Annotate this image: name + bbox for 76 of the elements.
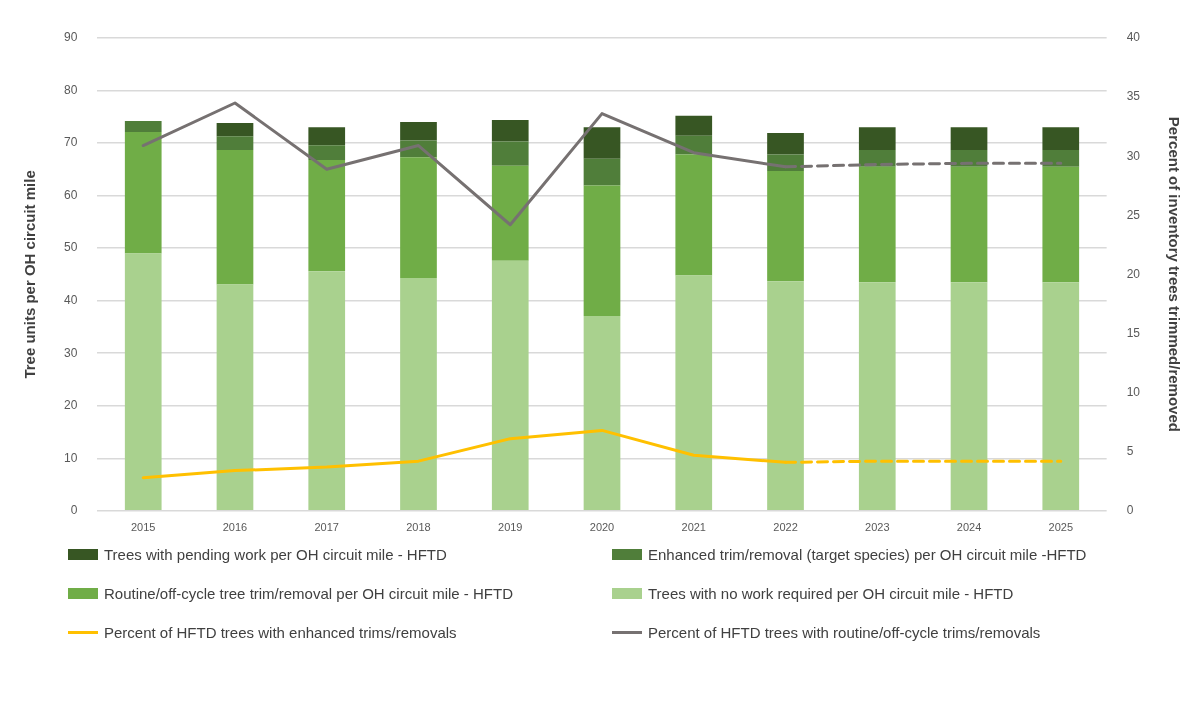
y2-tick-label: 25 (1126, 207, 1141, 222)
x-tick-label: 2022 (773, 521, 798, 534)
bar (675, 154, 713, 276)
bar (583, 185, 621, 316)
bar (400, 157, 437, 279)
y-axis-title: Tree units per OH circuit mile (21, 170, 39, 379)
bar (1042, 149, 1080, 167)
y2-tick-label: 30 (1126, 148, 1141, 163)
bar (216, 123, 254, 137)
legend-label: Routine/off-cycle tree trim/removal per OH circuit mile - HFTD (104, 585, 513, 602)
y-tick-label: 10 (63, 450, 78, 465)
bar (216, 149, 254, 285)
bar (858, 166, 896, 283)
bar (400, 122, 437, 141)
y-tick-label: 40 (63, 292, 78, 307)
x-tick-label: 2019 (498, 521, 523, 534)
legend-label: Percent of HFTD trees with enhanced trims/removals (104, 624, 457, 641)
x-tick-label: 2023 (865, 521, 890, 534)
bar (124, 132, 162, 254)
bar (308, 127, 346, 146)
bar (858, 127, 896, 150)
y2-tick-label: 40 (1126, 30, 1141, 45)
bar (491, 260, 529, 511)
bar (767, 281, 804, 511)
bar (124, 121, 162, 133)
y-tick-label: 0 (70, 503, 78, 518)
x-tick-label: 2016 (222, 521, 248, 534)
x-tick-label: 2021 (681, 521, 706, 534)
bar (583, 158, 621, 186)
y2-tick-label: 15 (1126, 325, 1141, 340)
bar (124, 253, 162, 511)
bar (308, 271, 346, 511)
y-tick-label: 20 (63, 398, 78, 413)
bar (1042, 127, 1080, 150)
bar (767, 133, 804, 155)
y2-tick-label: 5 (1126, 444, 1134, 459)
bar (675, 275, 713, 511)
y2-tick-label: 20 (1126, 266, 1141, 281)
bar (216, 136, 254, 150)
x-tick-label: 2024 (956, 521, 982, 534)
y2-tick-label: 10 (1126, 384, 1141, 399)
legend-label: Trees with no work required per OH circuit mile - HFTD (648, 585, 1014, 602)
legend-label: Percent of HFTD trees with routine/off-cycle trims/removals (648, 624, 1041, 641)
y2-tick-label: 0 (1126, 503, 1134, 518)
y-tick-label: 80 (63, 82, 78, 97)
bar (583, 127, 621, 159)
bar (950, 282, 988, 511)
y2-tick-label: 35 (1126, 89, 1141, 104)
x-tick-label: 2025 (1048, 521, 1074, 534)
bar (950, 166, 988, 283)
y-tick-label: 50 (63, 240, 78, 255)
y-tick-label: 70 (63, 135, 78, 150)
bar (308, 159, 346, 272)
x-tick-label: 2015 (130, 521, 156, 534)
bar (858, 282, 896, 511)
bar (491, 119, 529, 142)
bar (767, 170, 804, 282)
legend-label: Enhanced trim/removal (target species) per OH circuit mile -HFTD (648, 546, 1087, 563)
bar (491, 141, 529, 166)
y-tick-label: 30 (63, 345, 78, 360)
bar (216, 284, 254, 511)
bar (583, 315, 621, 511)
x-tick-label: 2017 (314, 521, 339, 534)
y-tick-label: 90 (63, 30, 78, 45)
bar (308, 145, 346, 160)
y2-axis-title: Percent of inventory trees trimmed/removed (1165, 116, 1183, 432)
x-tick-label: 2018 (406, 521, 431, 534)
y-tick-label: 60 (63, 187, 78, 202)
bar (491, 165, 529, 261)
bar (675, 115, 713, 136)
x-tick-label: 2020 (589, 521, 615, 534)
bar (1042, 166, 1080, 283)
bar (950, 127, 988, 150)
bar (400, 278, 437, 511)
legend-label: Trees with pending work per OH circuit mile - HFTD (104, 546, 447, 563)
bar (1042, 282, 1080, 511)
